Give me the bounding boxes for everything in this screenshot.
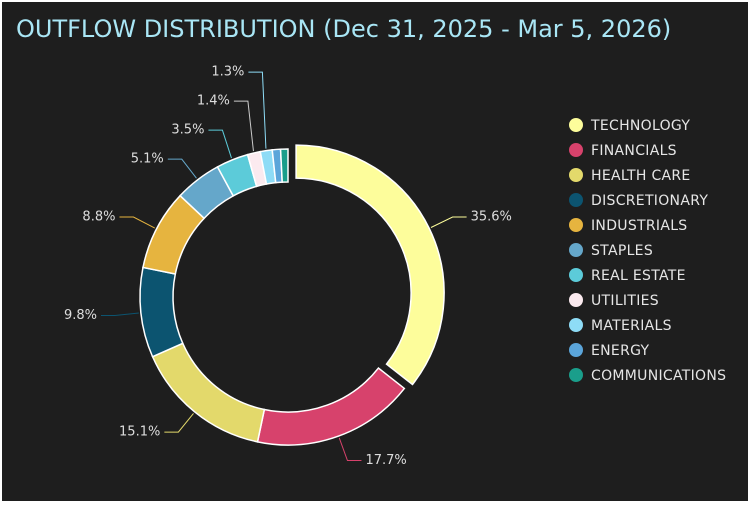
data-label: 17.7%	[365, 453, 406, 468]
donut-slice	[279, 148, 289, 183]
legend-swatch	[569, 293, 583, 307]
donut-slice	[139, 266, 184, 358]
data-label: 15.1%	[119, 425, 160, 440]
legend-label: STAPLES	[591, 243, 653, 259]
leader-line	[248, 71, 267, 149]
legend-label: UTILITIES	[591, 293, 659, 309]
donut-slice	[256, 367, 406, 446]
legend-label: TECHNOLOGY	[590, 118, 690, 134]
data-label: 1.3%	[211, 65, 244, 80]
legend-label: FINANCIALS	[591, 143, 677, 159]
legend-swatch	[569, 368, 583, 382]
leader-line	[164, 413, 194, 433]
data-label: 1.4%	[197, 94, 230, 109]
legend-label: INDUSTRIALS	[591, 218, 688, 234]
legend-label: HEALTH CARE	[591, 168, 691, 184]
leader-line	[208, 129, 232, 159]
legend-swatch	[569, 193, 583, 207]
legend-label: COMMUNICATIONS	[591, 368, 726, 384]
legend-swatch	[569, 168, 583, 182]
leader-line	[338, 437, 362, 462]
leader-line	[119, 216, 156, 229]
legend-swatch	[569, 318, 583, 332]
leader-line	[167, 158, 197, 179]
donut-slice	[295, 144, 445, 386]
legend-label: ENERGY	[591, 343, 650, 359]
leader-line	[233, 100, 254, 152]
data-label: 3.5%	[171, 123, 204, 138]
legend-label: REAL ESTATE	[591, 268, 686, 284]
legend-swatch	[569, 218, 583, 232]
data-label: 9.8%	[64, 308, 97, 323]
data-label: 35.6%	[471, 210, 512, 225]
legend-swatch	[569, 118, 583, 132]
data-label: 8.8%	[82, 210, 115, 225]
leader-line	[100, 312, 139, 317]
legend-label: MATERIALS	[591, 318, 672, 334]
donut-slice	[151, 342, 266, 443]
chart-title: OUTFLOW DISTRIBUTION (Dec 31, 2025 - Mar…	[16, 15, 672, 43]
legend-label: DISCRETIONARY	[591, 193, 708, 209]
legend-swatch	[569, 343, 583, 357]
legend-swatch	[569, 243, 583, 257]
data-label: 5.1%	[131, 152, 164, 167]
leader-line	[430, 216, 467, 228]
legend-swatch	[569, 143, 583, 157]
legend-swatch	[569, 268, 583, 282]
